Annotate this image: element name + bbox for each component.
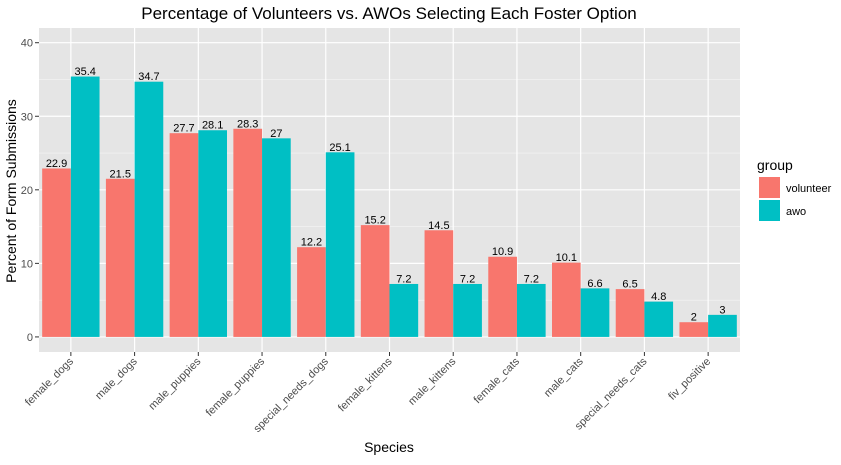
bar-awo-special_needs_dogs bbox=[325, 152, 355, 337]
x-axis: female_dogs male_dogs male_puppies female_p… bbox=[23, 352, 713, 435]
x-axis-label: Species bbox=[364, 439, 414, 455]
bar-volunteer-special_needs_dogs bbox=[297, 247, 326, 337]
y-tick-label: 20 bbox=[21, 185, 33, 197]
y-axis: 0 10 20 30 40 bbox=[21, 38, 39, 344]
x-tick-label: male_dogs bbox=[93, 355, 140, 402]
bar-value-label: 10.9 bbox=[492, 246, 513, 258]
bar-volunteer-special_needs_cats bbox=[615, 289, 645, 337]
bar-value-label: 6.6 bbox=[587, 278, 602, 290]
bar-value-label: 7.2 bbox=[460, 273, 475, 285]
x-tick-label: male_kittens bbox=[406, 355, 459, 408]
legend-key-awo bbox=[759, 200, 780, 221]
bar-value-label: 22.9 bbox=[46, 158, 67, 170]
y-axis-label: Percent of Form Submissions bbox=[3, 99, 19, 283]
x-tick-label: special_needs_cats bbox=[573, 355, 650, 432]
bar-awo-female_puppies bbox=[262, 138, 291, 337]
chart-title: Percentage of Volunteers vs. AWOs Select… bbox=[141, 4, 636, 23]
x-tick-label: female_puppies bbox=[204, 355, 268, 419]
bar-volunteer-female_dogs bbox=[42, 168, 71, 337]
bar-value-label: 14.5 bbox=[428, 220, 449, 232]
bar-awo-male_puppies bbox=[198, 130, 227, 337]
bar-value-label: 21.5 bbox=[110, 168, 131, 180]
bar-volunteer-male_puppies bbox=[169, 133, 199, 337]
bar-value-label: 6.5 bbox=[622, 279, 637, 291]
bar-awo-special_needs_cats bbox=[644, 301, 674, 337]
legend-label-volunteer: volunteer bbox=[786, 183, 832, 195]
y-tick-label: 10 bbox=[21, 258, 33, 270]
x-tick-label: fiv_positive bbox=[666, 356, 713, 403]
bar-volunteer-female_puppies bbox=[233, 128, 263, 337]
bars-group bbox=[42, 76, 737, 337]
bar-awo-female_cats bbox=[516, 283, 546, 337]
bar-value-label: 3 bbox=[719, 304, 725, 316]
x-tick-label: female_dogs bbox=[23, 355, 76, 408]
legend-label-awo: awo bbox=[786, 206, 806, 218]
x-tick-label: male_cats bbox=[542, 355, 586, 399]
y-tick-label: 0 bbox=[27, 332, 33, 344]
bar-value-label: 27 bbox=[270, 128, 282, 140]
bar-volunteer-male_cats bbox=[552, 262, 581, 337]
bar-awo-fiv_positive bbox=[708, 314, 737, 337]
legend-key-volunteer bbox=[759, 177, 780, 198]
bar-awo-male_dogs bbox=[134, 81, 164, 337]
bar-volunteer-male_kittens bbox=[424, 230, 454, 337]
x-tick-label: female_cats bbox=[472, 355, 523, 406]
bar-value-label: 25.1 bbox=[329, 142, 350, 154]
y-tick-label: 40 bbox=[21, 38, 33, 50]
bar-volunteer-male_dogs bbox=[105, 178, 135, 337]
bar-value-label: 15.2 bbox=[364, 215, 385, 227]
bar-value-label: 7.2 bbox=[396, 273, 411, 285]
bar-value-label: 27.7 bbox=[173, 123, 194, 135]
bar-value-label: 7.2 bbox=[524, 273, 539, 285]
bar-value-label: 12.2 bbox=[301, 237, 322, 249]
legend: group volunteer awo bbox=[757, 157, 832, 221]
bar-value-label: 10.1 bbox=[556, 252, 577, 264]
bar-awo-male_cats bbox=[580, 288, 610, 337]
bar-value-label: 34.7 bbox=[138, 71, 159, 83]
bar-value-label: 35.4 bbox=[74, 66, 95, 78]
x-tick-label: male_puppies bbox=[147, 355, 204, 412]
bar-labels-group: 22.9 21.5 27.7 28.3 12.2 15.2 14.5 10.9 10.1 6.5 2… bbox=[46, 66, 726, 324]
bar-awo-female_kittens bbox=[389, 283, 419, 337]
bar-value-label: 28.1 bbox=[202, 120, 223, 132]
x-tick-label: female_kittens bbox=[336, 355, 395, 414]
bar-value-label: 28.3 bbox=[237, 118, 258, 130]
y-tick-label: 30 bbox=[21, 111, 33, 123]
bar-value-label: 4.8 bbox=[651, 291, 666, 303]
bar-value-label: 2 bbox=[691, 312, 697, 324]
legend-title: group bbox=[757, 157, 793, 173]
bar-volunteer-female_kittens bbox=[360, 225, 390, 337]
bar-volunteer-fiv_positive bbox=[679, 322, 709, 337]
bar-awo-male_kittens bbox=[453, 283, 482, 337]
bar-awo-female_dogs bbox=[70, 76, 100, 337]
bar-volunteer-female_cats bbox=[488, 256, 517, 337]
